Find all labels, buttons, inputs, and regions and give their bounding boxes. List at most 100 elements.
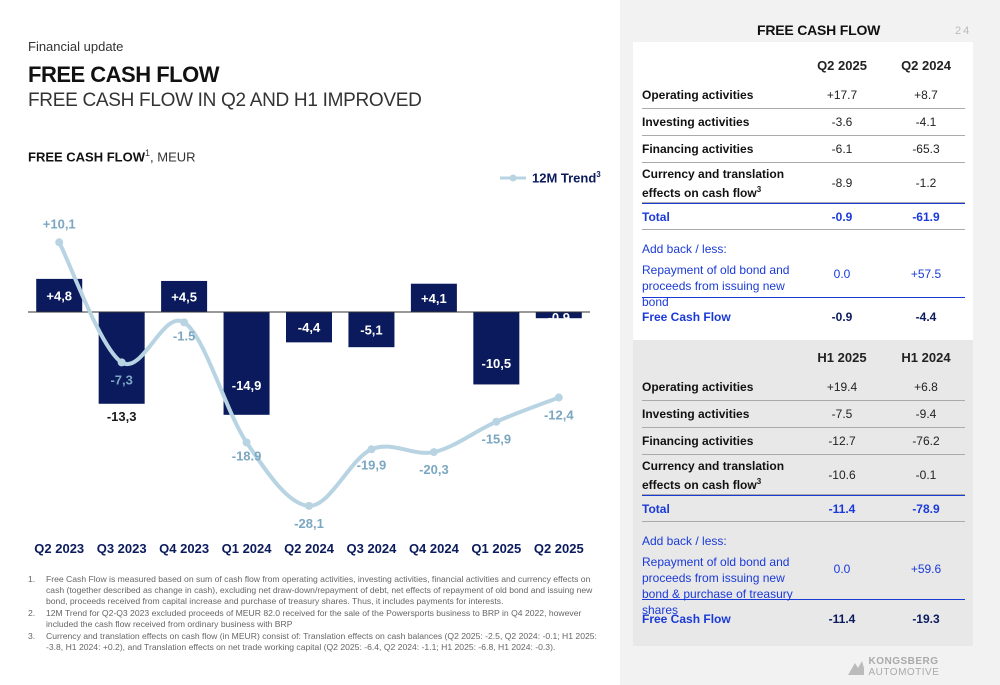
footnote: 3. Currency and translation effects on ca… [28, 631, 608, 653]
bar-label: -5,1 [360, 323, 382, 338]
trend-point [367, 445, 376, 454]
repay-value: 0.0 [833, 267, 851, 281]
category-label: Q1 2024 [222, 541, 273, 556]
bar-q1-2024 [223, 312, 270, 415]
row-value: -65.3 [912, 142, 940, 156]
fcf-row: Free Cash Flow -0.9 -4.4 [642, 302, 965, 332]
repay-value: 0.0 [833, 562, 851, 576]
chart-title-unit: , MEUR [150, 149, 196, 165]
row-label-text: Financing activities [642, 142, 754, 156]
trend-label: -28,1 [294, 516, 324, 531]
page-title: FREE CASH FLOW [28, 62, 220, 87]
footnote-text: Free Cash Flow is measured based on sum … [46, 574, 593, 606]
row-label-text: Currency and translation effects on cash… [642, 459, 785, 492]
category-label: Q2 2023 [34, 541, 84, 556]
row-value: -10.6 [828, 468, 856, 482]
bar-label: -4,4 [298, 320, 321, 335]
fcf-value: -0.9 [831, 310, 853, 324]
bar-label: -0.9 [548, 310, 570, 325]
trend-label: -7,3 [110, 372, 132, 387]
row-value: -4.1 [915, 115, 937, 129]
row-label-text: Currency and translation effects on cash… [642, 167, 785, 200]
bar-q4-2023 [161, 280, 208, 312]
category-label: Q3 2024 [347, 541, 398, 556]
trend-point [242, 438, 251, 447]
addback-row: Add back / less: [642, 528, 965, 550]
row-value: +8.7 [914, 88, 938, 102]
category-label: Q2 2025 [534, 541, 584, 556]
repay-row: Repayment of old bond and proceeds from … [642, 258, 965, 309]
repay-row: Repayment of old bond and proceeds from … [642, 550, 965, 617]
row-label-text: Operating activities [642, 380, 754, 394]
legend-label: 12M Trend [532, 170, 597, 186]
trend-point [305, 501, 313, 510]
row-label-text: Investing activities [642, 407, 750, 421]
chart-legend: 12M Trend3 [500, 170, 601, 185]
bar-q1-2025 [473, 312, 520, 385]
bar-label: +4,8 [46, 288, 72, 303]
section-kicker: Financial update [28, 39, 124, 54]
row-label: Investing activities [642, 115, 812, 130]
total-value: -11.4 [828, 502, 856, 516]
chart-title-sup: 1 [145, 148, 151, 158]
repay-label: Repayment of old bond and proceeds from … [642, 555, 793, 617]
trend-label: -12,4 [544, 408, 574, 423]
row-value: +19.4 [826, 380, 858, 394]
trend-point [117, 358, 126, 367]
footnote: 2. 12M Trend for Q2-Q3 2023 excluded proc… [28, 608, 608, 630]
trend-point [429, 448, 438, 457]
fcf-chart: +4,8 -13,3 +4,5 -14,9 -4,4 -5,1 +4,1 -10,5 -0.9 +… [28, 216, 590, 556]
row-value: -0.1 [915, 468, 937, 482]
total-row: Total -11.4 -78.9 [642, 495, 965, 522]
trend-label: +10,1 [43, 216, 76, 231]
legend-line-icon [500, 174, 526, 182]
fcf-value: -11.4 [828, 612, 856, 626]
repay-value: +59.6 [910, 562, 942, 576]
panel-title: FREE CASH FLOW [757, 22, 881, 38]
total-value: -78.9 [912, 502, 940, 516]
category-label: Q2 2024 [284, 541, 335, 556]
page-number: 24 [955, 25, 972, 37]
total-label: Total [642, 210, 670, 224]
trend-point [180, 318, 189, 327]
table-row: Currency and translation effects on cash… [642, 455, 965, 495]
total-label: Total [642, 502, 670, 516]
repay-label: Repayment of old bond and proceeds from … [642, 263, 790, 309]
category-label: Q4 2023 [159, 541, 209, 556]
table-row: Investing activities -3.6 -4.1 [642, 109, 965, 136]
repay-value: +57.5 [910, 267, 942, 281]
row-label-text: Investing activities [642, 115, 750, 129]
legend-sup: 3 [596, 170, 601, 179]
bar-label: -10,5 [482, 356, 512, 371]
row-label-text: Operating activities [642, 88, 754, 102]
bar-q2-2025 [535, 312, 582, 319]
row-label: Currency and translation effects on cash… [642, 167, 792, 201]
column-header: Q2 2025 [817, 58, 867, 73]
row-label: Operating activities [642, 380, 812, 395]
logo-rest: AUTOMOTIVE [868, 667, 940, 678]
total-value: -61.9 [912, 210, 940, 224]
footnote-text: 12M Trend for Q2-Q3 2023 excluded procee… [46, 608, 582, 629]
trend-label: -20,3 [419, 462, 449, 477]
page-subtitle: FREE CASH FLOW IN Q2 AND H1 IMPROVED [28, 90, 422, 111]
row-value: -8.9 [831, 176, 853, 190]
addback-label: Add back / less: [642, 534, 727, 548]
logo-bold: KONGSBERG [868, 656, 939, 667]
table-row: Investing activities -7.5 -9.4 [642, 401, 965, 428]
table-row: Operating activities +17.7 +8.7 [642, 82, 965, 109]
bar-q3-2024 [348, 312, 395, 348]
row-value: -6.1 [831, 142, 853, 156]
row-label-sup: 3 [756, 477, 762, 486]
bar-q4-2024 [410, 283, 457, 312]
addback-row: Add back / less: [642, 236, 965, 258]
trend-point [55, 238, 64, 247]
row-label: Operating activities [642, 88, 812, 103]
logo-mark-icon [848, 661, 865, 675]
bar-label: +4,5 [171, 289, 197, 304]
row-value: +6.8 [914, 380, 938, 394]
fcf-label: Free Cash Flow [642, 612, 731, 626]
row-value: -9.4 [915, 407, 937, 421]
column-header: H1 2025 [817, 350, 867, 365]
table-row: Financing activities -12.7 -76.2 [642, 428, 965, 455]
row-label: Currency and translation effects on cash… [642, 459, 792, 493]
